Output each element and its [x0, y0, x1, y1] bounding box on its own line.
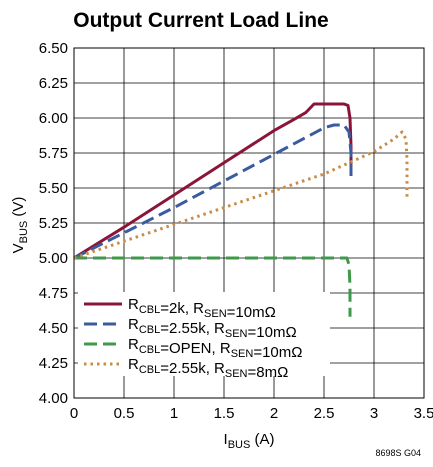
x-tick-label: 1	[170, 405, 178, 422]
legend-entry: RCBL=2k, RSEN=10mΩ	[128, 296, 276, 321]
figure-id: 8698S G04	[375, 448, 421, 458]
x-tick-label: 3	[370, 405, 378, 422]
x-tick-label: 0	[70, 405, 78, 422]
legend-background	[78, 292, 330, 376]
legend-entry: RCBL=OPEN, RSEN=10mΩ	[128, 336, 302, 361]
y-axis-label: VBUS (V)	[10, 197, 30, 254]
series-line-3	[74, 256, 352, 317]
y-tick-label: 6.00	[39, 110, 68, 127]
chart-title: Output Current Load Line	[73, 9, 328, 32]
y-tick-label: 5.50	[39, 180, 68, 197]
y-tick-label: 4.50	[39, 320, 68, 337]
series-line-2	[73, 123, 353, 260]
y-tick-label: 5.00	[39, 250, 68, 267]
x-tick-label: 1.5	[214, 405, 235, 422]
y-tick-label: 6.25	[39, 75, 68, 92]
plot-frame	[73, 47, 425, 399]
x-tick-label: 2.5	[314, 405, 335, 422]
legend-entry: RCBL=2.55k, RSEN=8mΩ	[128, 356, 288, 381]
x-tick-label: 3.5	[414, 405, 433, 422]
x-tick-label: 0.5	[114, 405, 135, 422]
legend-entry: RCBL=2.55k, RSEN=10mΩ	[128, 316, 297, 341]
series-line-4	[73, 130, 409, 260]
y-tick-label: 4.25	[39, 355, 68, 372]
series-line-1	[73, 102, 353, 260]
y-tick-label: 5.75	[39, 145, 68, 162]
y-tick-label: 4.75	[39, 285, 68, 302]
series-lines	[73, 102, 409, 317]
x-tick-labels: 0 0.5 1 1.5 2 2.5 3 3.5	[70, 405, 433, 422]
y-tick-label: 6.50	[39, 40, 68, 57]
y-tick-labels: 4.00 4.25 4.50 4.75 5.00 5.25 5.50 5.75 6.00 6.25…	[39, 40, 68, 407]
x-tick-label: 2	[270, 405, 278, 422]
y-tick-label: 5.25	[39, 215, 68, 232]
x-axis-label: IBUS (A)	[224, 431, 275, 451]
y-tick-label: 4.00	[39, 390, 68, 407]
